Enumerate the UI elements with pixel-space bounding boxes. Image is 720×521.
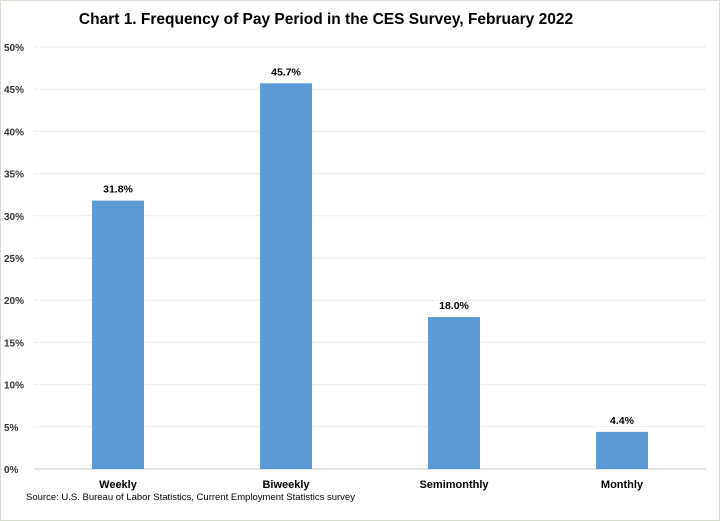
y-tick-label: 25% [4, 254, 24, 265]
y-tick-label: 10% [4, 381, 24, 392]
y-tick-label: 0% [4, 465, 19, 476]
data-label: 18.0% [439, 300, 469, 312]
bar [428, 317, 480, 469]
y-tick-label: 20% [4, 296, 24, 307]
y-tick-label: 35% [4, 170, 24, 181]
x-tick-label: Semimonthly [419, 479, 489, 491]
bar [92, 200, 144, 469]
y-tick-label: 5% [4, 423, 19, 434]
data-label: 4.4% [610, 415, 635, 427]
source-note: Source: U.S. Bureau of Labor Statistics,… [26, 492, 355, 503]
x-tick-label: Monthly [601, 479, 644, 491]
x-tick-label: Weekly [99, 479, 138, 491]
bar [596, 431, 648, 469]
y-tick-label: 45% [4, 85, 24, 96]
y-tick-label: 30% [4, 212, 24, 223]
y-tick-label: 50% [4, 43, 24, 54]
data-label: 31.8% [103, 184, 133, 196]
chart-title: Chart 1. Frequency of Pay Period in the … [78, 11, 574, 28]
y-tick-label: 15% [4, 338, 24, 349]
y-tick-label: 40% [4, 127, 24, 138]
x-tick-label: Biweekly [262, 479, 310, 491]
data-label: 45.7% [271, 66, 301, 78]
bar [260, 83, 312, 470]
